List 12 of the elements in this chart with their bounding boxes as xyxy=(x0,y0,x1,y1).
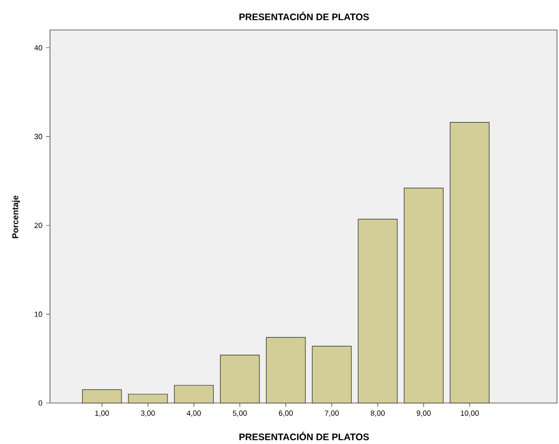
bar xyxy=(174,384,214,404)
bar xyxy=(312,346,352,404)
bar xyxy=(404,188,444,404)
bar xyxy=(82,389,122,404)
bar xyxy=(128,394,168,404)
bar xyxy=(220,354,260,404)
bar xyxy=(358,218,398,404)
bar xyxy=(450,122,490,404)
bar xyxy=(266,336,306,404)
x-axis-title: PRESENTACIÓN DE PLATOS xyxy=(239,432,369,440)
chart-title: PRESENTACIÓN DE PLATOS xyxy=(239,12,369,20)
y-axis-title: Porcentaje xyxy=(12,196,20,238)
